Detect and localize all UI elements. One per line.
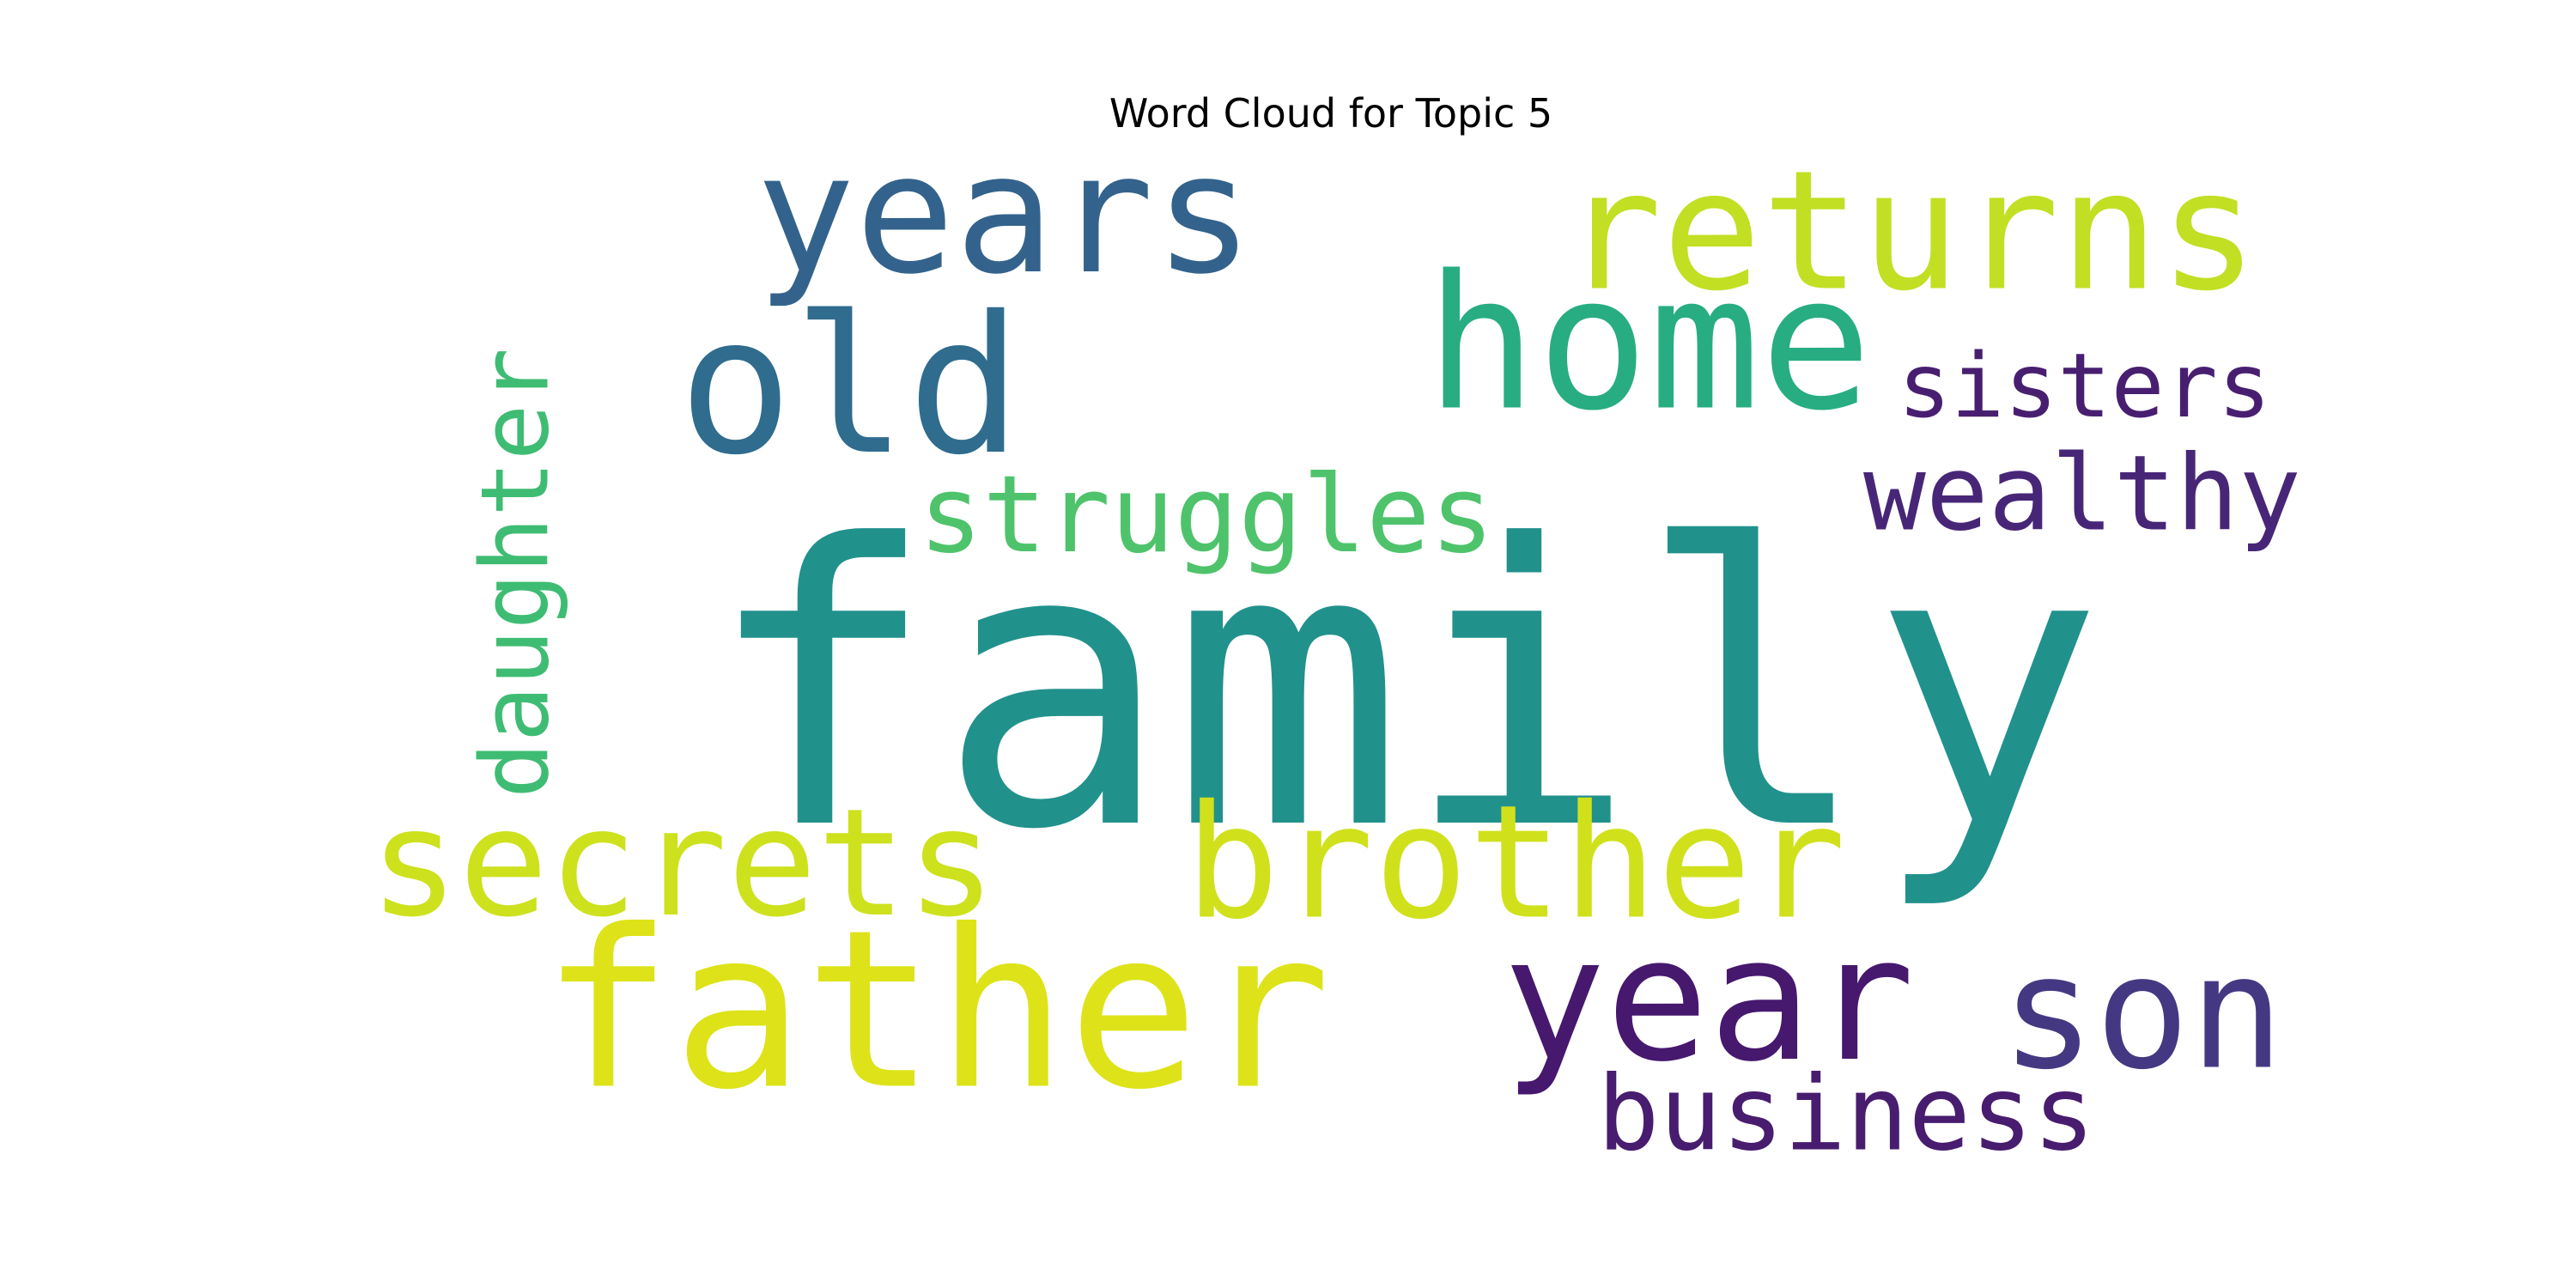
word-year: year [1503, 901, 1915, 1100]
word-family: family [704, 464, 2104, 914]
word-secrets: secrets [369, 776, 996, 950]
word-wealthy: wealthy [1863, 434, 2301, 555]
chart-title: Word Cloud for Topic 5 [1109, 90, 1553, 137]
word-daughter: daughter [461, 348, 570, 799]
word-son: son [2001, 922, 2284, 1105]
word-brother: brother [1185, 772, 1846, 955]
word-father: father [541, 884, 1331, 1139]
word-years: years [756, 118, 1254, 311]
word-home: home [1425, 236, 1872, 452]
word-struggles: struggles [919, 453, 1494, 577]
word-business: business [1597, 1054, 2095, 1175]
word-returns: returns [1563, 137, 2258, 328]
word-sisters: sisters [1898, 335, 2271, 438]
word-old: old [678, 276, 1022, 497]
